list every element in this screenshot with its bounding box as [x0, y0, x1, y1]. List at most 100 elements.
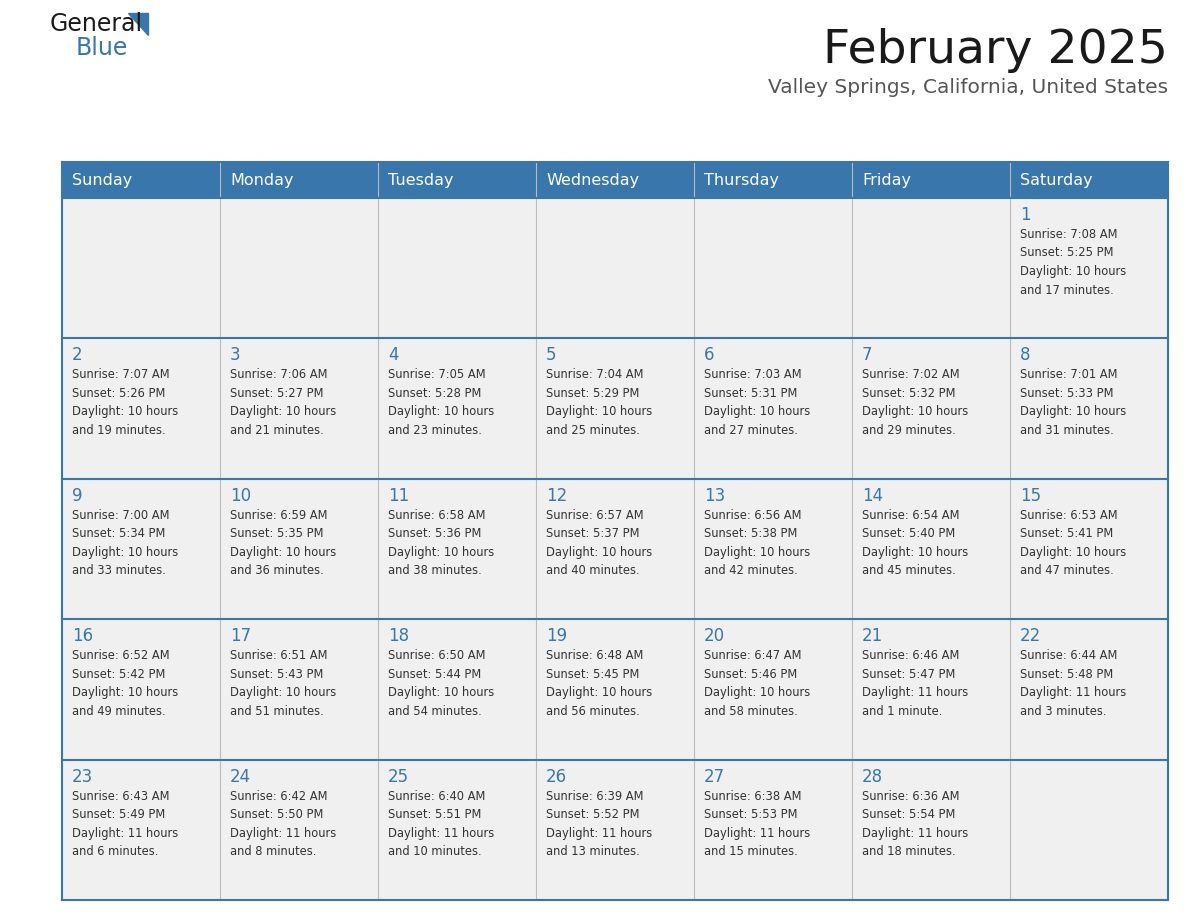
- Text: Sunrise: 7:02 AM
Sunset: 5:32 PM
Daylight: 10 hours
and 29 minutes.: Sunrise: 7:02 AM Sunset: 5:32 PM Dayligh…: [862, 368, 968, 437]
- Text: 10: 10: [230, 487, 251, 505]
- Text: Sunrise: 6:43 AM
Sunset: 5:49 PM
Daylight: 11 hours
and 6 minutes.: Sunrise: 6:43 AM Sunset: 5:49 PM Dayligh…: [72, 789, 178, 858]
- Text: Sunrise: 7:00 AM
Sunset: 5:34 PM
Daylight: 10 hours
and 33 minutes.: Sunrise: 7:00 AM Sunset: 5:34 PM Dayligh…: [72, 509, 178, 577]
- Text: Sunrise: 6:47 AM
Sunset: 5:46 PM
Daylight: 10 hours
and 58 minutes.: Sunrise: 6:47 AM Sunset: 5:46 PM Dayligh…: [704, 649, 810, 718]
- Bar: [62, 339, 220, 479]
- Text: Sunrise: 6:50 AM
Sunset: 5:44 PM
Daylight: 10 hours
and 54 minutes.: Sunrise: 6:50 AM Sunset: 5:44 PM Dayligh…: [388, 649, 494, 718]
- Text: 11: 11: [388, 487, 409, 505]
- Bar: [1010, 759, 1168, 900]
- Text: 2: 2: [72, 346, 83, 364]
- Bar: [220, 339, 378, 479]
- Text: 17: 17: [230, 627, 251, 645]
- Text: 6: 6: [704, 346, 714, 364]
- Bar: [1010, 620, 1168, 759]
- Text: 13: 13: [704, 487, 725, 505]
- Bar: [220, 479, 378, 620]
- Text: 14: 14: [862, 487, 883, 505]
- Bar: [1010, 479, 1168, 620]
- Bar: [694, 339, 852, 479]
- Text: 15: 15: [1020, 487, 1041, 505]
- Text: Sunrise: 6:59 AM
Sunset: 5:35 PM
Daylight: 10 hours
and 36 minutes.: Sunrise: 6:59 AM Sunset: 5:35 PM Dayligh…: [230, 509, 336, 577]
- Bar: [1010, 198, 1168, 339]
- Text: Sunrise: 6:48 AM
Sunset: 5:45 PM
Daylight: 10 hours
and 56 minutes.: Sunrise: 6:48 AM Sunset: 5:45 PM Dayligh…: [546, 649, 652, 718]
- Text: 28: 28: [862, 767, 883, 786]
- Text: Sunrise: 6:51 AM
Sunset: 5:43 PM
Daylight: 10 hours
and 51 minutes.: Sunrise: 6:51 AM Sunset: 5:43 PM Dayligh…: [230, 649, 336, 718]
- Text: Sunrise: 6:38 AM
Sunset: 5:53 PM
Daylight: 11 hours
and 15 minutes.: Sunrise: 6:38 AM Sunset: 5:53 PM Dayligh…: [704, 789, 810, 858]
- Bar: [378, 759, 536, 900]
- Bar: [220, 162, 378, 198]
- Text: Sunrise: 7:06 AM
Sunset: 5:27 PM
Daylight: 10 hours
and 21 minutes.: Sunrise: 7:06 AM Sunset: 5:27 PM Dayligh…: [230, 368, 336, 437]
- Text: 12: 12: [546, 487, 567, 505]
- Text: 3: 3: [230, 346, 241, 364]
- Bar: [536, 198, 694, 339]
- Bar: [62, 198, 220, 339]
- Bar: [378, 198, 536, 339]
- Text: 7: 7: [862, 346, 872, 364]
- Text: Sunrise: 7:08 AM
Sunset: 5:25 PM
Daylight: 10 hours
and 17 minutes.: Sunrise: 7:08 AM Sunset: 5:25 PM Dayligh…: [1020, 228, 1126, 297]
- Text: Sunrise: 7:05 AM
Sunset: 5:28 PM
Daylight: 10 hours
and 23 minutes.: Sunrise: 7:05 AM Sunset: 5:28 PM Dayligh…: [388, 368, 494, 437]
- Bar: [852, 162, 1010, 198]
- Text: Wednesday: Wednesday: [546, 173, 639, 187]
- Text: Sunday: Sunday: [72, 173, 132, 187]
- Bar: [378, 162, 536, 198]
- Text: Sunrise: 6:40 AM
Sunset: 5:51 PM
Daylight: 11 hours
and 10 minutes.: Sunrise: 6:40 AM Sunset: 5:51 PM Dayligh…: [388, 789, 494, 858]
- Bar: [1010, 339, 1168, 479]
- Text: Valley Springs, California, United States: Valley Springs, California, United State…: [767, 78, 1168, 97]
- Text: 16: 16: [72, 627, 93, 645]
- Text: 4: 4: [388, 346, 398, 364]
- Bar: [536, 479, 694, 620]
- Text: 23: 23: [72, 767, 93, 786]
- Bar: [62, 759, 220, 900]
- Text: Sunrise: 6:46 AM
Sunset: 5:47 PM
Daylight: 11 hours
and 1 minute.: Sunrise: 6:46 AM Sunset: 5:47 PM Dayligh…: [862, 649, 968, 718]
- Bar: [536, 339, 694, 479]
- Bar: [1010, 162, 1168, 198]
- Bar: [536, 162, 694, 198]
- Bar: [536, 759, 694, 900]
- Bar: [62, 162, 220, 198]
- Text: Sunrise: 6:53 AM
Sunset: 5:41 PM
Daylight: 10 hours
and 47 minutes.: Sunrise: 6:53 AM Sunset: 5:41 PM Dayligh…: [1020, 509, 1126, 577]
- Text: Sunrise: 7:01 AM
Sunset: 5:33 PM
Daylight: 10 hours
and 31 minutes.: Sunrise: 7:01 AM Sunset: 5:33 PM Dayligh…: [1020, 368, 1126, 437]
- Text: 25: 25: [388, 767, 409, 786]
- Text: Sunrise: 7:03 AM
Sunset: 5:31 PM
Daylight: 10 hours
and 27 minutes.: Sunrise: 7:03 AM Sunset: 5:31 PM Dayligh…: [704, 368, 810, 437]
- Text: 21: 21: [862, 627, 883, 645]
- Text: Sunrise: 6:44 AM
Sunset: 5:48 PM
Daylight: 11 hours
and 3 minutes.: Sunrise: 6:44 AM Sunset: 5:48 PM Dayligh…: [1020, 649, 1126, 718]
- Text: Sunrise: 6:56 AM
Sunset: 5:38 PM
Daylight: 10 hours
and 42 minutes.: Sunrise: 6:56 AM Sunset: 5:38 PM Dayligh…: [704, 509, 810, 577]
- Text: 8: 8: [1020, 346, 1030, 364]
- Bar: [852, 479, 1010, 620]
- Text: 18: 18: [388, 627, 409, 645]
- Bar: [694, 162, 852, 198]
- Text: Sunrise: 6:39 AM
Sunset: 5:52 PM
Daylight: 11 hours
and 13 minutes.: Sunrise: 6:39 AM Sunset: 5:52 PM Dayligh…: [546, 789, 652, 858]
- Text: Sunrise: 6:54 AM
Sunset: 5:40 PM
Daylight: 10 hours
and 45 minutes.: Sunrise: 6:54 AM Sunset: 5:40 PM Dayligh…: [862, 509, 968, 577]
- Text: Sunrise: 6:36 AM
Sunset: 5:54 PM
Daylight: 11 hours
and 18 minutes.: Sunrise: 6:36 AM Sunset: 5:54 PM Dayligh…: [862, 789, 968, 858]
- Bar: [536, 620, 694, 759]
- Bar: [62, 479, 220, 620]
- Text: General: General: [50, 12, 143, 36]
- Bar: [378, 620, 536, 759]
- Bar: [220, 198, 378, 339]
- Text: Sunrise: 6:42 AM
Sunset: 5:50 PM
Daylight: 11 hours
and 8 minutes.: Sunrise: 6:42 AM Sunset: 5:50 PM Dayligh…: [230, 789, 336, 858]
- Bar: [852, 759, 1010, 900]
- Text: Sunrise: 6:58 AM
Sunset: 5:36 PM
Daylight: 10 hours
and 38 minutes.: Sunrise: 6:58 AM Sunset: 5:36 PM Dayligh…: [388, 509, 494, 577]
- Text: Sunrise: 7:07 AM
Sunset: 5:26 PM
Daylight: 10 hours
and 19 minutes.: Sunrise: 7:07 AM Sunset: 5:26 PM Dayligh…: [72, 368, 178, 437]
- Text: 1: 1: [1020, 206, 1031, 224]
- Bar: [220, 620, 378, 759]
- Bar: [378, 479, 536, 620]
- Bar: [378, 339, 536, 479]
- Text: 19: 19: [546, 627, 567, 645]
- Bar: [62, 620, 220, 759]
- Text: Monday: Monday: [230, 173, 293, 187]
- Bar: [694, 479, 852, 620]
- Bar: [852, 620, 1010, 759]
- Text: Friday: Friday: [862, 173, 911, 187]
- Text: Tuesday: Tuesday: [388, 173, 454, 187]
- Text: Saturday: Saturday: [1020, 173, 1093, 187]
- Bar: [694, 198, 852, 339]
- Text: 26: 26: [546, 767, 567, 786]
- Text: 22: 22: [1020, 627, 1041, 645]
- Text: Sunrise: 7:04 AM
Sunset: 5:29 PM
Daylight: 10 hours
and 25 minutes.: Sunrise: 7:04 AM Sunset: 5:29 PM Dayligh…: [546, 368, 652, 437]
- Bar: [852, 339, 1010, 479]
- Bar: [220, 759, 378, 900]
- Text: Sunrise: 6:52 AM
Sunset: 5:42 PM
Daylight: 10 hours
and 49 minutes.: Sunrise: 6:52 AM Sunset: 5:42 PM Dayligh…: [72, 649, 178, 718]
- Bar: [694, 620, 852, 759]
- Polygon shape: [128, 13, 148, 35]
- Text: 9: 9: [72, 487, 82, 505]
